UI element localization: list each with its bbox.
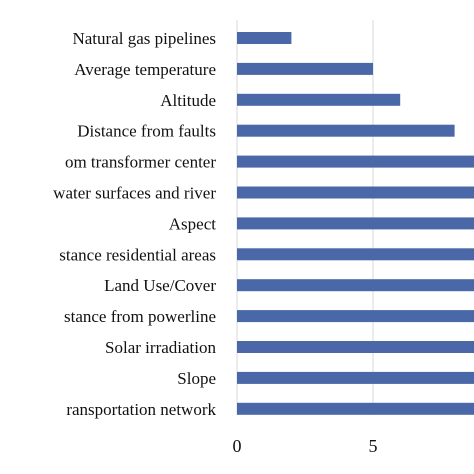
category-label: Average temperature bbox=[74, 60, 216, 79]
x-tick-label: 5 bbox=[369, 436, 378, 456]
bar bbox=[237, 155, 474, 168]
category-label: Solar irradiation bbox=[105, 338, 216, 357]
bar bbox=[237, 248, 474, 261]
bar bbox=[237, 402, 474, 415]
category-label: om transformer center bbox=[65, 153, 216, 172]
bar bbox=[237, 124, 455, 137]
bar bbox=[237, 62, 373, 75]
x-axis-tick-labels: 051015 bbox=[233, 436, 378, 456]
category-label: Altitude bbox=[160, 91, 216, 110]
category-label: Aspect bbox=[169, 214, 216, 233]
x-tick-label: 0 bbox=[233, 436, 242, 456]
category-labels: Natural gas pipelines Average temperature… bbox=[53, 29, 216, 419]
bar bbox=[237, 186, 474, 199]
category-label: ransportation network bbox=[66, 400, 216, 419]
bars bbox=[237, 32, 474, 415]
bar bbox=[237, 217, 474, 230]
bar bbox=[237, 279, 474, 292]
bar bbox=[237, 32, 292, 44]
bar bbox=[237, 93, 401, 106]
category-label: Land Use/Cover bbox=[104, 276, 216, 295]
category-label: water surfaces and river bbox=[53, 184, 216, 203]
category-label: Natural gas pipelines bbox=[72, 29, 216, 48]
category-label: stance from powerline bbox=[64, 307, 216, 326]
bar bbox=[237, 371, 474, 384]
category-label: stance residential areas bbox=[59, 245, 216, 264]
category-label: Distance from faults bbox=[77, 122, 216, 141]
bar bbox=[237, 341, 474, 353]
bar bbox=[237, 310, 474, 323]
category-label: Slope bbox=[177, 369, 216, 388]
